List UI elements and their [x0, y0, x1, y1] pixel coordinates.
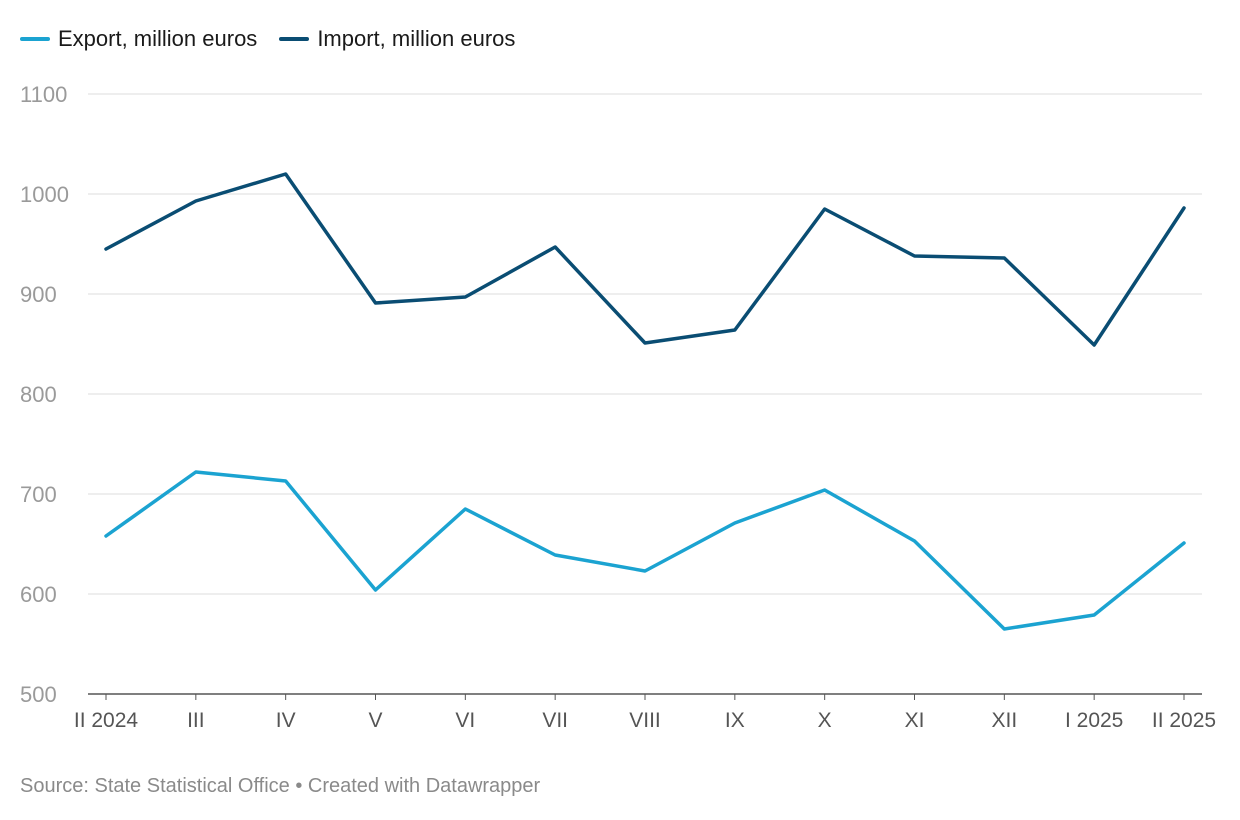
x-tick-label: II 2024	[74, 709, 139, 732]
x-tick-label: XI	[905, 709, 925, 732]
x-tick-label: V	[368, 709, 382, 732]
y-tick-label: 700	[20, 482, 57, 507]
legend-swatch-export	[20, 37, 50, 41]
series-line-import	[104, 172, 1186, 347]
legend-item-import: Import, million euros	[279, 26, 515, 52]
y-tick-label: 900	[20, 282, 57, 307]
y-tick-label: 500	[20, 682, 57, 707]
source-footer: Source: State Statistical Office • Creat…	[20, 775, 541, 797]
legend-label-import: Import, million euros	[317, 26, 516, 51]
x-tick-label: VIII	[629, 709, 661, 732]
x-tick-label: X	[818, 709, 832, 732]
x-tick-label: I 2025	[1065, 709, 1123, 732]
series-line-export	[104, 470, 1186, 631]
y-tick-label: 1000	[20, 182, 69, 207]
chart-legend: Export, million euros Import, million eu…	[20, 26, 515, 52]
y-tick-label: 800	[20, 382, 57, 407]
x-tick-label: II 2025	[1152, 709, 1216, 732]
x-tick-label: IV	[276, 709, 296, 732]
x-tick-label: VII	[542, 709, 568, 732]
x-tick-label: XII	[991, 709, 1017, 732]
legend-item-export: Export, million euros	[20, 26, 257, 52]
y-tick-label: 1100	[20, 82, 67, 107]
x-tick-label: VI	[455, 709, 475, 732]
x-tick-label: III	[187, 709, 205, 732]
legend-swatch-import	[279, 37, 310, 41]
legend-label-export: Export, million euros	[58, 26, 258, 51]
y-tick-label: 600	[20, 582, 57, 607]
x-tick-label: IX	[725, 709, 745, 732]
